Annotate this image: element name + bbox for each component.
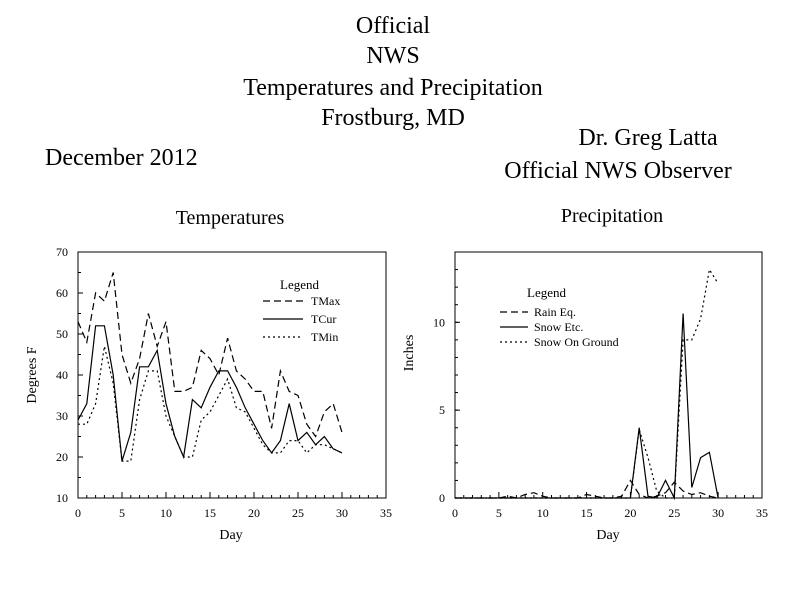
temp-y-tick-label: 70 bbox=[56, 245, 68, 259]
precip-series-snow-on-ground-line bbox=[455, 267, 719, 499]
temp-y-tick-label: 50 bbox=[56, 327, 68, 341]
precip-x-tick-label: 20 bbox=[624, 506, 636, 520]
temp-plot-frame bbox=[77, 251, 387, 499]
temp-series-tmax-line bbox=[77, 272, 343, 438]
temp-x-tick-label: 35 bbox=[380, 506, 392, 520]
precip-legend-label: Rain Eq. bbox=[534, 305, 576, 319]
precip-legend: Legend Rain Eq.Snow Etc.Snow On Ground bbox=[500, 285, 619, 349]
temp-x-tick-label: 30 bbox=[336, 506, 348, 520]
temp-x-tick-label: 25 bbox=[292, 506, 304, 520]
temp-x-tick-label: 0 bbox=[75, 506, 81, 520]
title-line-2: NWS bbox=[366, 43, 420, 69]
temp-x-tick-label: 10 bbox=[160, 506, 172, 520]
temp-series-tcur-line bbox=[77, 325, 343, 462]
precip-legend-title: Legend bbox=[527, 285, 566, 300]
precip-series-rain-eq-line bbox=[455, 479, 719, 499]
temp-legend-label: TMin bbox=[311, 330, 338, 344]
precip-x-tick-label: 10 bbox=[537, 506, 549, 520]
temp-x-tick-label: 5 bbox=[119, 506, 125, 520]
precip-x-axis-label: Day bbox=[596, 528, 619, 543]
precip-plot-frame bbox=[454, 251, 763, 499]
precip-chart-title: Precipitation bbox=[561, 205, 663, 227]
temp-chart: Temperatures 0 5 10 15 20 25 30 35 10 20 30 40 50 60 70… bbox=[25, 207, 392, 543]
temp-y-tick-label: 60 bbox=[56, 286, 68, 300]
precip-x-tick-label: 15 bbox=[581, 506, 593, 520]
precip-legend-label: Snow On Ground bbox=[534, 335, 619, 349]
temp-legend: Legend TMax TCur TMin bbox=[263, 277, 340, 344]
precip-x-tick-label: 25 bbox=[668, 506, 680, 520]
precip-x-tick-label: 35 bbox=[756, 506, 768, 520]
precip-x-tick-label: 0 bbox=[452, 506, 458, 520]
temp-series-tmin-line bbox=[78, 346, 343, 462]
temp-y-tick-label: 20 bbox=[56, 450, 68, 464]
precip-x-tick-label: 30 bbox=[712, 506, 724, 520]
observer-role: Official NWS Observer bbox=[504, 158, 732, 184]
title-line-4: Frostburg, MD bbox=[321, 105, 465, 131]
precip-x-tick-label: 5 bbox=[496, 506, 502, 520]
temp-y-axis-label: Degrees F bbox=[25, 346, 40, 403]
temp-legend-title: Legend bbox=[280, 277, 319, 292]
temp-y-tick-label: 30 bbox=[56, 409, 68, 423]
precip-y-tick-label: 0 bbox=[439, 491, 445, 505]
temp-chart-title: Temperatures bbox=[176, 207, 285, 229]
temp-x-tick-label: 20 bbox=[248, 506, 260, 520]
temp-x-axis-label: Day bbox=[219, 528, 242, 543]
precip-y-tick-label: 10 bbox=[433, 315, 445, 329]
temp-x-tick-label: 15 bbox=[204, 506, 216, 520]
precip-y-tick-label: 5 bbox=[439, 403, 445, 417]
precip-legend-label: Snow Etc. bbox=[534, 320, 583, 334]
temp-legend-label: TCur bbox=[311, 312, 336, 326]
observer-name: Dr. Greg Latta bbox=[578, 125, 718, 151]
temp-y-tick-label: 40 bbox=[56, 368, 68, 382]
temp-y-tick-label: 10 bbox=[56, 491, 68, 505]
title-line-1: Official bbox=[355, 13, 431, 39]
title-line-3: Temperatures and Precipitation bbox=[243, 75, 543, 101]
precip-y-axis-label: Inches bbox=[402, 335, 417, 372]
temp-legend-label: TMax bbox=[311, 294, 340, 308]
month-label: December 2012 bbox=[45, 145, 198, 171]
precip-chart: Precipitation 0 5 10 15 20 25 30 35 0 5 10 Day Inches… bbox=[402, 205, 768, 543]
